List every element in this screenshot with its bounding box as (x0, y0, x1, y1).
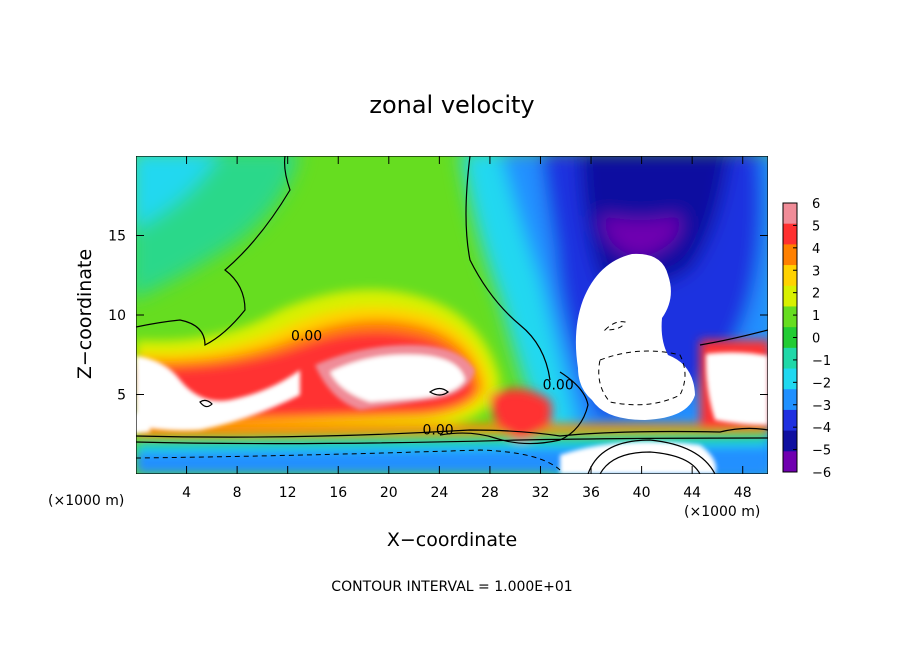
white-cloud-region (575, 253, 695, 420)
colorbar-tick-label: 1 (812, 309, 820, 324)
colorbar: 6 5 4 3 2 1 0 −1 −2 −3 −4 −5 −6 (782, 197, 831, 481)
colorbar-tick-label: −1 (812, 354, 831, 369)
colorbar-tick-label: 6 (812, 197, 820, 212)
x-axis: 4 8 12 16 20 24 28 32 36 40 44 48 (182, 156, 752, 501)
y-tick-label: 15 (108, 229, 126, 245)
colorbar-swatch (783, 306, 797, 328)
contour-label: 0.00 (291, 328, 322, 344)
velocity-field (136, 156, 768, 474)
colorbar-tick-label: 3 (812, 264, 820, 279)
x-tick-label: 40 (633, 485, 651, 501)
chart-title: zonal velocity (369, 91, 534, 119)
x-tick-label: 44 (683, 485, 701, 501)
colorbar-swatch (783, 327, 797, 349)
x-tick-label: 48 (734, 485, 752, 501)
contour-interval-note: CONTOUR INTERVAL = 1.000E+01 (331, 579, 572, 595)
colorbar-tick-label: 0 (812, 332, 820, 347)
y-axis: 5 10 15 (108, 229, 768, 404)
y-tick-label: 5 (117, 388, 126, 404)
colorbar-swatch (783, 203, 797, 225)
colorbar-tick-label: −6 (812, 466, 831, 481)
colorbar-swatch (783, 265, 797, 287)
colorbar-tick-label: 5 (812, 219, 820, 234)
x-tick-label: 4 (182, 485, 191, 501)
contour-labels: 0.00 0.00 0.00 (291, 328, 574, 438)
colorbar-swatch (783, 451, 797, 473)
x-tick-label: 12 (279, 485, 297, 501)
x-tick-label: 32 (532, 485, 550, 501)
colorbar-swatch (783, 368, 797, 390)
x-tick-label: 28 (481, 485, 499, 501)
colorbar-swatch (783, 223, 797, 245)
colorbar-swatch (783, 430, 797, 452)
contour-label: 0.00 (543, 378, 574, 394)
x-tick-label: 36 (582, 485, 600, 501)
colorbar-tick-label: −3 (812, 399, 831, 414)
x-unit-right: (×1000 m) (684, 504, 760, 520)
y-tick-label: 10 (108, 308, 126, 324)
x-axis-label: X−coordinate (387, 529, 517, 551)
colorbar-tick-label: 2 (812, 287, 820, 302)
colorbar-swatch (783, 285, 797, 307)
colorbar-tick-label: 4 (812, 242, 820, 257)
x-unit-left: (×1000 m) (48, 493, 124, 509)
x-tick-label: 8 (233, 485, 242, 501)
colorbar-swatch (783, 409, 797, 432)
colorbar-tick-label: −2 (812, 376, 831, 391)
contour-label: 0.00 (423, 422, 454, 438)
x-tick-label: 16 (329, 485, 347, 501)
colorbar-swatch (783, 347, 797, 370)
colorbar-tick-label: −4 (812, 421, 831, 436)
colorbar-swatch (783, 389, 797, 411)
x-tick-label: 20 (380, 485, 398, 501)
y-axis-label: Z−coordinate (74, 249, 96, 379)
colorbar-tick-label: −5 (812, 444, 831, 459)
x-tick-label: 24 (430, 485, 448, 501)
colorbar-swatch (783, 244, 797, 266)
